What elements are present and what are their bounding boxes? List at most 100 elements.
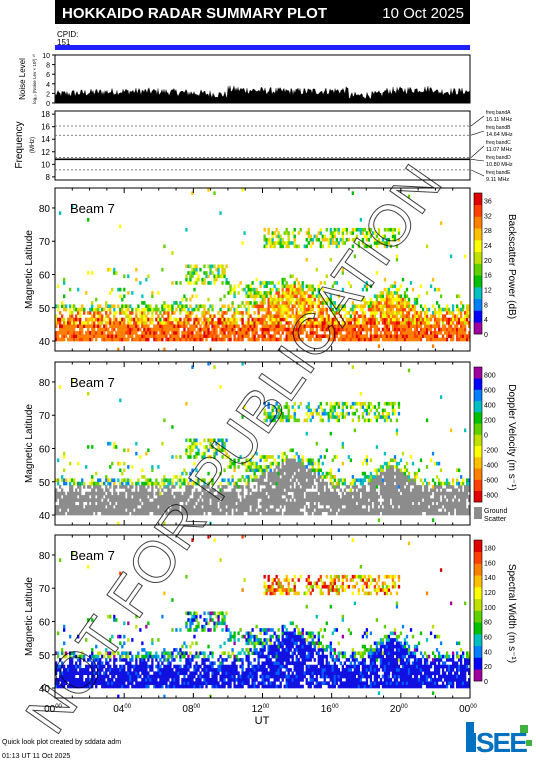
heatmap-cell [175,337,178,342]
heatmap-cell [143,307,146,312]
heatmap-cell [57,491,60,496]
heatmap-cell [259,501,262,506]
heatmap-cell [255,291,258,295]
heatmap-cell [141,491,144,496]
heatmap-cell [187,438,190,443]
heatmap-cell [239,331,242,335]
heatmap-cell [169,498,172,503]
heatmap-cell [349,481,353,486]
heatmap-cell [373,231,377,235]
heatmap-cell [335,317,338,322]
heatmap-cell [87,327,90,332]
heatmap-cell [341,304,344,309]
heatmap-cell [365,231,369,235]
heatmap-cell [315,441,318,446]
heatmap-cell [407,301,411,305]
heatmap-cell [203,495,206,499]
heatmap-cell [397,334,401,338]
heatmap-cell [221,455,224,459]
heatmap-cell [91,445,94,449]
heatmap-cell [241,311,244,315]
heatmap-cell [291,231,294,235]
heatmap-cell [223,441,226,446]
heatmap-cell [203,488,206,493]
heatmap-cell [397,468,401,473]
heatmap-cell [389,334,393,338]
heatmap-cell [109,331,112,335]
heatmap-cell [287,234,290,239]
heatmap-cell [309,334,312,338]
heatmap-cell [445,331,449,335]
heatmap-cell [229,307,232,312]
heatmap-cell [353,324,357,329]
heatmap-cell [245,324,248,329]
heatmap-cell [351,485,355,489]
heatmap-cell [383,505,387,509]
heatmap-cell [109,304,112,309]
heatmap-cell [299,461,302,466]
heatmap-cell [139,455,142,459]
heatmap-cell [315,495,318,499]
heatmap-cell [105,337,108,342]
heatmap-cell [393,337,397,342]
heatmap-cell [127,291,130,295]
heatmap-cell [271,405,274,409]
heatmap-cells [55,188,471,352]
heatmap-cell [109,337,112,342]
heatmap-cell [293,294,296,299]
heatmap-cell [449,254,453,259]
heatmap-cell [297,488,300,493]
heatmap-cell [237,508,240,512]
heatmap-cell [385,475,389,479]
heatmap-cell [63,511,66,516]
heatmap-cell [195,337,198,342]
heatmap-cell [193,491,196,496]
heatmap-cell [387,498,391,503]
heatmap-cell [267,415,270,419]
heatmap-cell [305,485,308,489]
heatmap-cell [173,491,176,496]
heatmap-cell [233,287,236,292]
heatmap-cell [199,267,202,272]
heatmap-cell [335,491,338,496]
heatmap-cell [171,425,174,429]
heatmap-cell [231,304,234,309]
heatmap-cell [375,418,379,423]
heatmap-cell [313,294,316,299]
heatmap-cell [283,465,286,469]
heatmap-cell [381,501,385,506]
heatmap-cell [383,501,387,506]
heatmap-cell [201,327,204,332]
heatmap-cell [247,284,250,289]
heatmap-cell [437,491,441,496]
heatmap-cell [431,304,435,309]
heatmap-cell [221,511,224,516]
heatmap-cell [117,337,120,342]
heatmap-cell [383,401,387,406]
heatmap-cell [157,314,160,319]
heatmap-cell [185,478,188,483]
heatmap-cell [271,415,274,419]
heatmap-cell [61,475,64,479]
heatmap-cell [357,501,361,506]
heatmap-cell [243,498,246,503]
heatmap-cell [425,488,429,493]
heatmap-cell [429,505,433,509]
freq-ytick-label: 14 [41,135,50,144]
heatmap-cell [219,501,222,506]
heatmap-cell [419,498,423,503]
heatmap-cell [393,491,397,496]
heatmap-cell [425,418,429,423]
heatmap-cell [271,337,274,342]
heatmap-cell [105,311,108,315]
heatmap-cell [468,321,471,325]
heatmap-cell [373,334,377,338]
heatmap-cell [189,448,192,453]
heatmap-cell [337,415,340,419]
heatmap-cell [423,491,427,496]
heatmap-cell [133,501,136,506]
heatmap-cell [119,334,122,338]
heatmap-cell [379,468,383,473]
heatmap-cell [131,508,134,512]
heatmap-cell [453,501,457,506]
